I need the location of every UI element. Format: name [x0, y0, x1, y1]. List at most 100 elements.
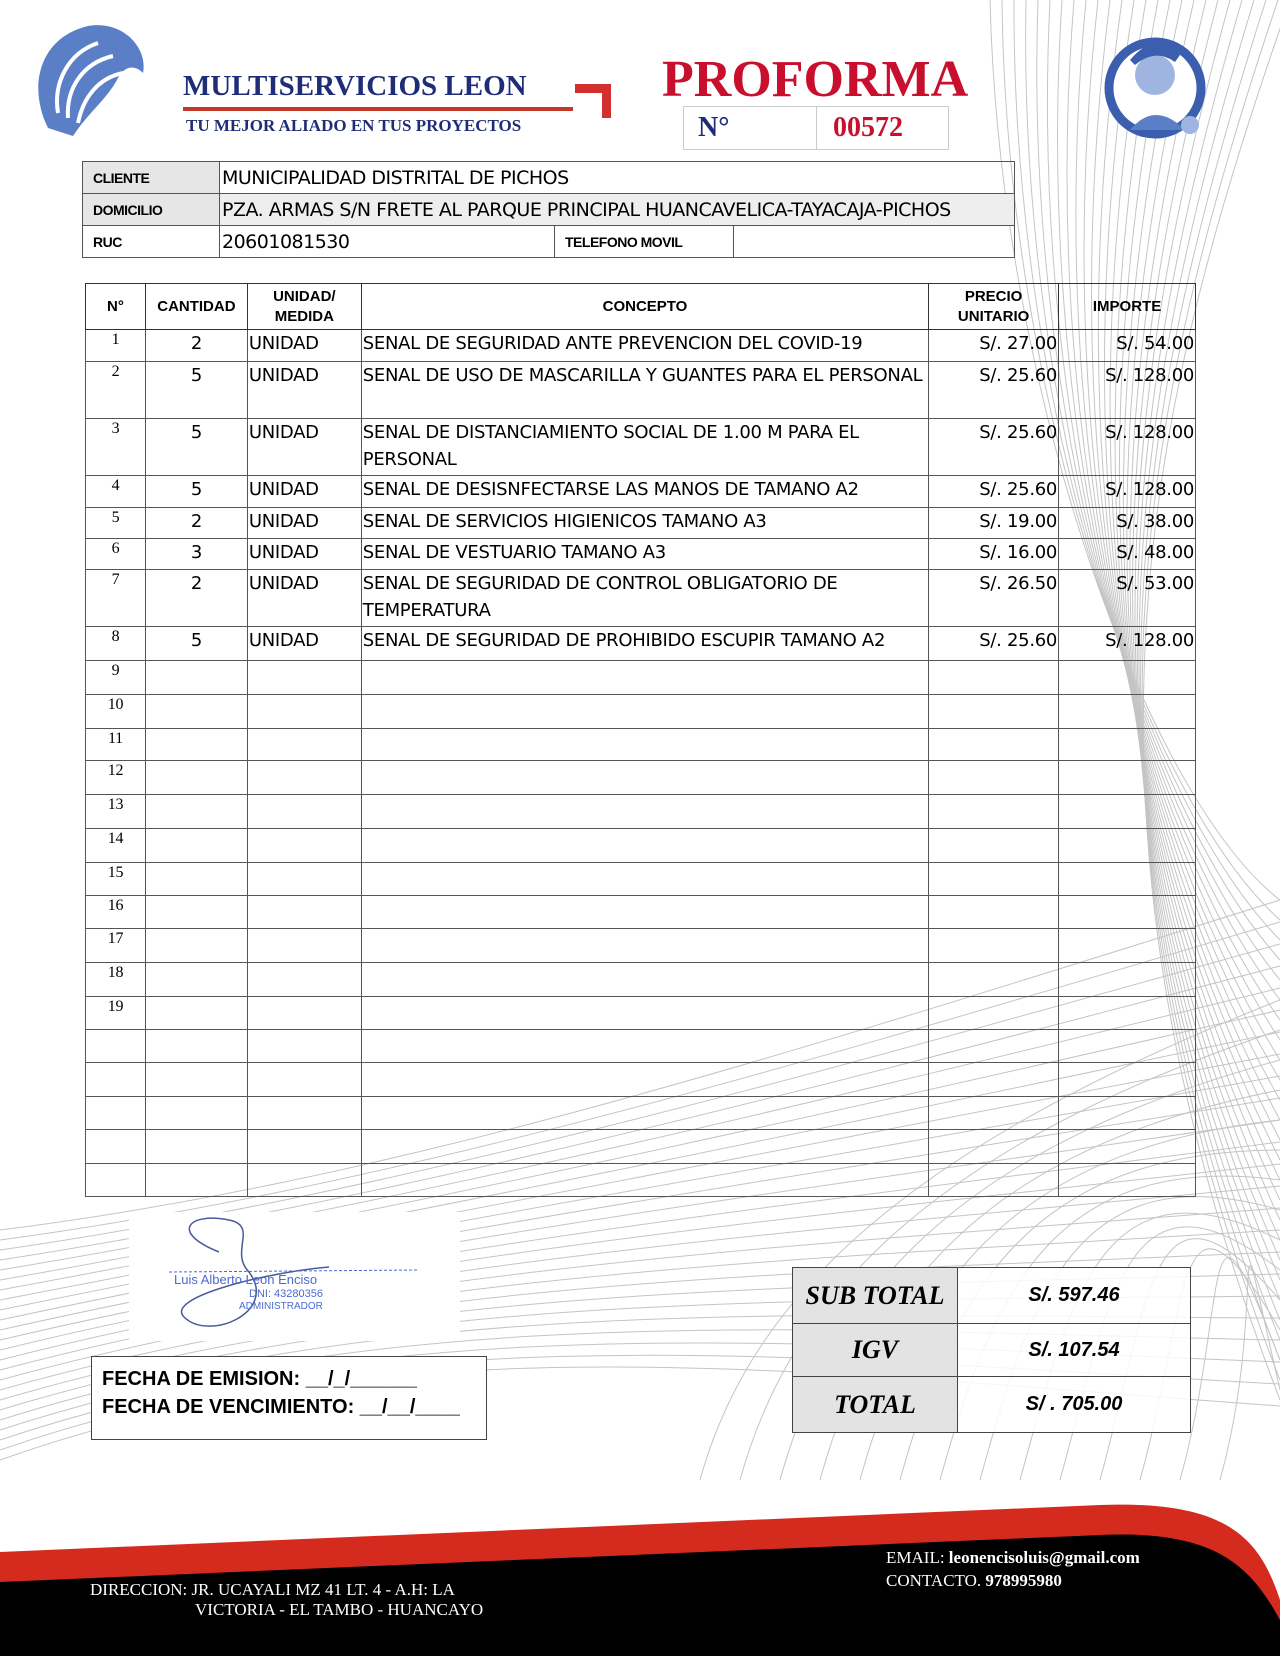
row-amount: [1058, 895, 1196, 929]
stamp-name: Luis Alberto Leon Enciso: [174, 1272, 317, 1287]
fecha-emision[interactable]: FECHA DE EMISION: __/_/______: [102, 1368, 417, 1390]
row-amount: [1058, 760, 1196, 795]
row-unit: [246, 728, 362, 761]
row-quantity: [144, 1029, 248, 1063]
row-quantity: [144, 928, 248, 963]
row-concept: SENAL DE SEGURIDAD DE PROHIBIDO ESCUPIR …: [360, 626, 930, 661]
row-quantity: [144, 760, 248, 795]
table-row: 12: [85, 760, 1196, 795]
row-price: [928, 862, 1060, 896]
table-row: [85, 1029, 1196, 1063]
row-quantity: [144, 1163, 248, 1197]
wire-line: [1179, 1257, 1280, 1481]
row-price: [928, 1163, 1060, 1197]
table-row: 10: [85, 694, 1196, 729]
domicilio-value: PZA. ARMAS S/N FRETE AL PARQUE PRINCIPAL…: [219, 193, 1015, 226]
row-concept: [360, 862, 930, 896]
table-row: 17: [85, 928, 1196, 963]
ruc-value: 20601081530: [219, 225, 555, 258]
row-quantity: 2: [144, 507, 248, 539]
row-unit: [246, 895, 362, 929]
table-row: 15: [85, 862, 1196, 896]
row-number: 12: [85, 760, 146, 795]
row-concept: [360, 694, 930, 729]
header-cantidad: CANTIDAD: [144, 283, 248, 330]
wire-line: [0, 1251, 1280, 1391]
company-slogan: TU MEJOR ALIADO EN TUS PROYECTOS: [186, 116, 522, 135]
row-amount: S/. 54.00: [1058, 329, 1196, 362]
row-unit: [246, 996, 362, 1030]
table-row: 11: [85, 728, 1196, 761]
address-line-1: DIRECCION: JR. UCAYALI MZ 41 LT. 4 - A.H…: [90, 1580, 455, 1599]
row-concept: [360, 728, 930, 761]
table-row: [85, 1096, 1196, 1130]
row-unit: UNIDAD: [246, 626, 362, 661]
signature-stamp: Luis Alberto Leon Enciso DNI: 43280356 A…: [129, 1212, 460, 1341]
row-amount: [1058, 728, 1196, 761]
row-concept: [360, 794, 930, 829]
row-concept: SENAL DE DISTANCIAMIENTO SOCIAL DE 1.00 …: [360, 418, 930, 476]
items-table: N° CANTIDAD UNIDAD/ MEDIDA CONCEPTO PRECIO U…: [85, 283, 1196, 1197]
row-quantity: [144, 694, 248, 729]
contact-value: 978995980: [985, 1571, 1062, 1590]
row-amount: [1058, 862, 1196, 896]
row-quantity: [144, 895, 248, 929]
row-unit: UNIDAD: [246, 538, 362, 570]
row-price: S/. 16.00: [928, 538, 1060, 570]
row-concept: [360, 996, 930, 1030]
row-quantity: [144, 1096, 248, 1130]
row-price: S/. 26.50: [928, 569, 1060, 627]
row-unit: [246, 1129, 362, 1164]
row-concept: [360, 1096, 930, 1130]
row-concept: [360, 760, 930, 795]
row-price: [928, 760, 1060, 795]
brand-accent-mark: [575, 84, 611, 118]
row-price: S/. 19.00: [928, 507, 1060, 539]
table-row: 19: [85, 996, 1196, 1030]
row-number: 11: [85, 728, 146, 761]
row-amount: S/. 128.00: [1058, 475, 1196, 508]
row-amount: [1058, 996, 1196, 1030]
header-importe: IMPORTE: [1058, 283, 1196, 330]
row-number: 16: [85, 895, 146, 929]
row-unit: UNIDAD: [246, 418, 362, 476]
dates-box: FECHA DE EMISION: __/_/______ FECHA DE V…: [91, 1356, 487, 1440]
row-price: [928, 1029, 1060, 1063]
document-number-box: N° 00572: [683, 106, 949, 150]
table-row: 3 5 UNIDAD SENAL DE DISTANCIAMIENTO SOCIAL …: [85, 418, 1196, 476]
row-price: S/. 25.60: [928, 626, 1060, 661]
row-unit: [246, 828, 362, 863]
row-unit: UNIDAD: [246, 475, 362, 508]
row-amount: S/. 128.00: [1058, 361, 1196, 419]
row-number: 13: [85, 794, 146, 829]
row-number: 9: [85, 660, 146, 695]
row-concept: SENAL DE USO DE MASCARILLA Y GUANTES PAR…: [360, 361, 930, 419]
row-unit: UNIDAD: [246, 361, 362, 419]
address-line-2: VICTORIA - EL TAMBO - HUANCAYO: [195, 1600, 484, 1619]
row-quantity: 5: [144, 475, 248, 508]
header-concepto: CONCEPTO: [360, 283, 930, 330]
row-concept: [360, 828, 930, 863]
row-amount: [1058, 794, 1196, 829]
footer-band: [0, 1504, 1280, 1656]
row-price: [928, 1062, 1060, 1097]
row-number: 8: [85, 626, 146, 661]
row-quantity: [144, 996, 248, 1030]
fecha-vencimiento[interactable]: FECHA DE VENCIMIENTO: __/__/____: [102, 1396, 460, 1418]
mascot-logo: [1104, 37, 1206, 139]
row-amount: [1058, 1029, 1196, 1063]
row-price: [928, 895, 1060, 929]
row-concept: [360, 895, 930, 929]
row-concept: [360, 962, 930, 997]
row-concept: [360, 1163, 930, 1197]
row-number: 1: [85, 329, 146, 362]
row-quantity: [144, 862, 248, 896]
email-value[interactable]: leonencisoluis@gmail.com: [948, 1548, 1140, 1567]
number-label: N°: [684, 107, 817, 149]
row-quantity: [144, 794, 248, 829]
row-unit: [246, 862, 362, 896]
row-quantity: [144, 728, 248, 761]
row-concept: [360, 1029, 930, 1063]
footer-address: DIRECCION: JR. UCAYALI MZ 41 LT. 4 - A.H…: [90, 1580, 483, 1620]
row-number: 2: [85, 361, 146, 419]
